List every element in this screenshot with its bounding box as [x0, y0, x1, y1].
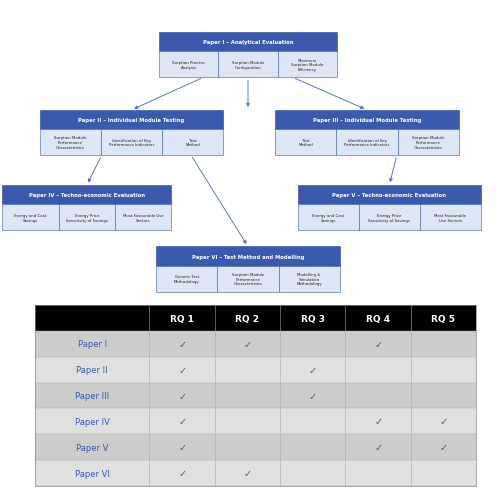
Text: Energy and Cost
Savings: Energy and Cost Savings	[312, 213, 344, 222]
Bar	[159, 52, 218, 78]
Text: ✓: ✓	[244, 468, 251, 478]
Text: Sorption Module
Performance
Characteristics: Sorption Module Performance Characterist…	[232, 273, 264, 286]
Bar	[420, 205, 481, 231]
Text: ✓: ✓	[439, 442, 447, 452]
Text: ✓: ✓	[178, 416, 186, 426]
Text: Energy Price
Sensitivity of Savings: Energy Price Sensitivity of Savings	[369, 213, 410, 222]
Bar	[35, 306, 149, 331]
Text: ✓: ✓	[309, 365, 317, 375]
Text: Paper V – Techno-economic Evaluation: Paper V – Techno-economic Evaluation	[332, 193, 446, 198]
Bar	[298, 186, 481, 205]
Bar	[159, 33, 337, 52]
Text: RQ 1: RQ 1	[170, 314, 194, 323]
Text: Paper V: Paper V	[76, 443, 108, 452]
Bar	[35, 383, 476, 409]
Text: Sorption Module
Configuration: Sorption Module Configuration	[232, 61, 264, 70]
Text: Paper IV – Techno-economic Evaluation: Paper IV – Techno-economic Evaluation	[29, 193, 145, 198]
Bar	[275, 111, 459, 130]
Text: Generic Test
Methodology: Generic Test Methodology	[174, 275, 199, 284]
Text: Paper I – Analytical Evaluation: Paper I – Analytical Evaluation	[203, 40, 293, 45]
Text: ✓: ✓	[178, 365, 186, 375]
Bar	[115, 205, 171, 231]
Text: ✓: ✓	[374, 339, 382, 349]
Text: RQ 2: RQ 2	[236, 314, 259, 323]
Bar	[215, 306, 280, 331]
Text: Test
Method: Test Method	[299, 138, 313, 147]
Bar	[298, 205, 359, 231]
Bar	[398, 130, 459, 156]
Text: Most Favourable Use
Sectors: Most Favourable Use Sectors	[123, 213, 163, 222]
Bar	[35, 331, 476, 357]
Text: Paper IV: Paper IV	[75, 417, 110, 426]
Text: Sorption Module
Performance
Characteristics: Sorption Module Performance Characterist…	[54, 136, 86, 149]
Text: Energy Price
Sensitivity of Savings: Energy Price Sensitivity of Savings	[66, 213, 108, 222]
Text: Paper II – Individual Module Testing: Paper II – Individual Module Testing	[78, 118, 185, 123]
Bar	[35, 460, 476, 486]
Bar	[280, 306, 346, 331]
Text: Paper III: Paper III	[75, 391, 109, 400]
Bar	[59, 205, 115, 231]
Bar	[336, 130, 398, 156]
Bar	[35, 434, 476, 460]
Text: ✓: ✓	[178, 339, 186, 349]
Bar	[35, 306, 476, 486]
Text: ✓: ✓	[244, 339, 251, 349]
Text: Test
Method: Test Method	[185, 138, 200, 147]
Text: Paper I: Paper I	[77, 340, 107, 349]
Bar	[2, 186, 171, 205]
Text: RQ 3: RQ 3	[301, 314, 325, 323]
Bar	[359, 205, 420, 231]
Text: Paper II: Paper II	[76, 366, 108, 375]
Text: RQ 4: RQ 4	[366, 314, 390, 323]
Bar	[411, 306, 476, 331]
Bar	[156, 266, 217, 292]
Text: Sorption Process
Analysis: Sorption Process Analysis	[172, 61, 205, 70]
Bar	[35, 409, 476, 434]
Bar	[218, 52, 278, 78]
Text: Identification of Key
Performance Indicators: Identification of Key Performance Indica…	[109, 138, 154, 147]
Text: ✓: ✓	[178, 468, 186, 478]
Text: ✓: ✓	[374, 442, 382, 452]
Text: Paper VI: Paper VI	[75, 468, 110, 477]
Text: ✓: ✓	[309, 391, 317, 401]
Bar	[101, 130, 162, 156]
Bar	[162, 130, 223, 156]
Text: Identification of Key
Performance Indicators: Identification of Key Performance Indica…	[344, 138, 390, 147]
Text: Sorption Module
Performance
Characteristics: Sorption Module Performance Characterist…	[412, 136, 444, 149]
Bar	[149, 306, 215, 331]
Text: RQ 5: RQ 5	[432, 314, 455, 323]
Bar	[35, 357, 476, 383]
Bar	[217, 266, 279, 292]
Text: Modelling &
Simulation
Methodology: Modelling & Simulation Methodology	[297, 273, 322, 286]
Bar	[279, 266, 340, 292]
Text: Maximum
Sorption Module
Efficiency: Maximum Sorption Module Efficiency	[291, 59, 324, 72]
Text: ✓: ✓	[178, 391, 186, 401]
Text: Paper VI – Test Method and Modelling: Paper VI – Test Method and Modelling	[192, 254, 304, 259]
Text: ✓: ✓	[374, 416, 382, 426]
Text: ✓: ✓	[439, 416, 447, 426]
Text: Energy and Cost
Savings: Energy and Cost Savings	[14, 213, 47, 222]
Text: Paper III – Individual Module Testing: Paper III – Individual Module Testing	[313, 118, 421, 123]
Bar	[278, 52, 337, 78]
Bar	[40, 130, 101, 156]
Text: Most Favourable
Use Sectors: Most Favourable Use Sectors	[434, 213, 467, 222]
Bar	[275, 130, 336, 156]
Bar	[40, 111, 223, 130]
Text: ✓: ✓	[178, 442, 186, 452]
Bar	[156, 247, 340, 266]
Bar	[346, 306, 411, 331]
Bar	[2, 205, 59, 231]
